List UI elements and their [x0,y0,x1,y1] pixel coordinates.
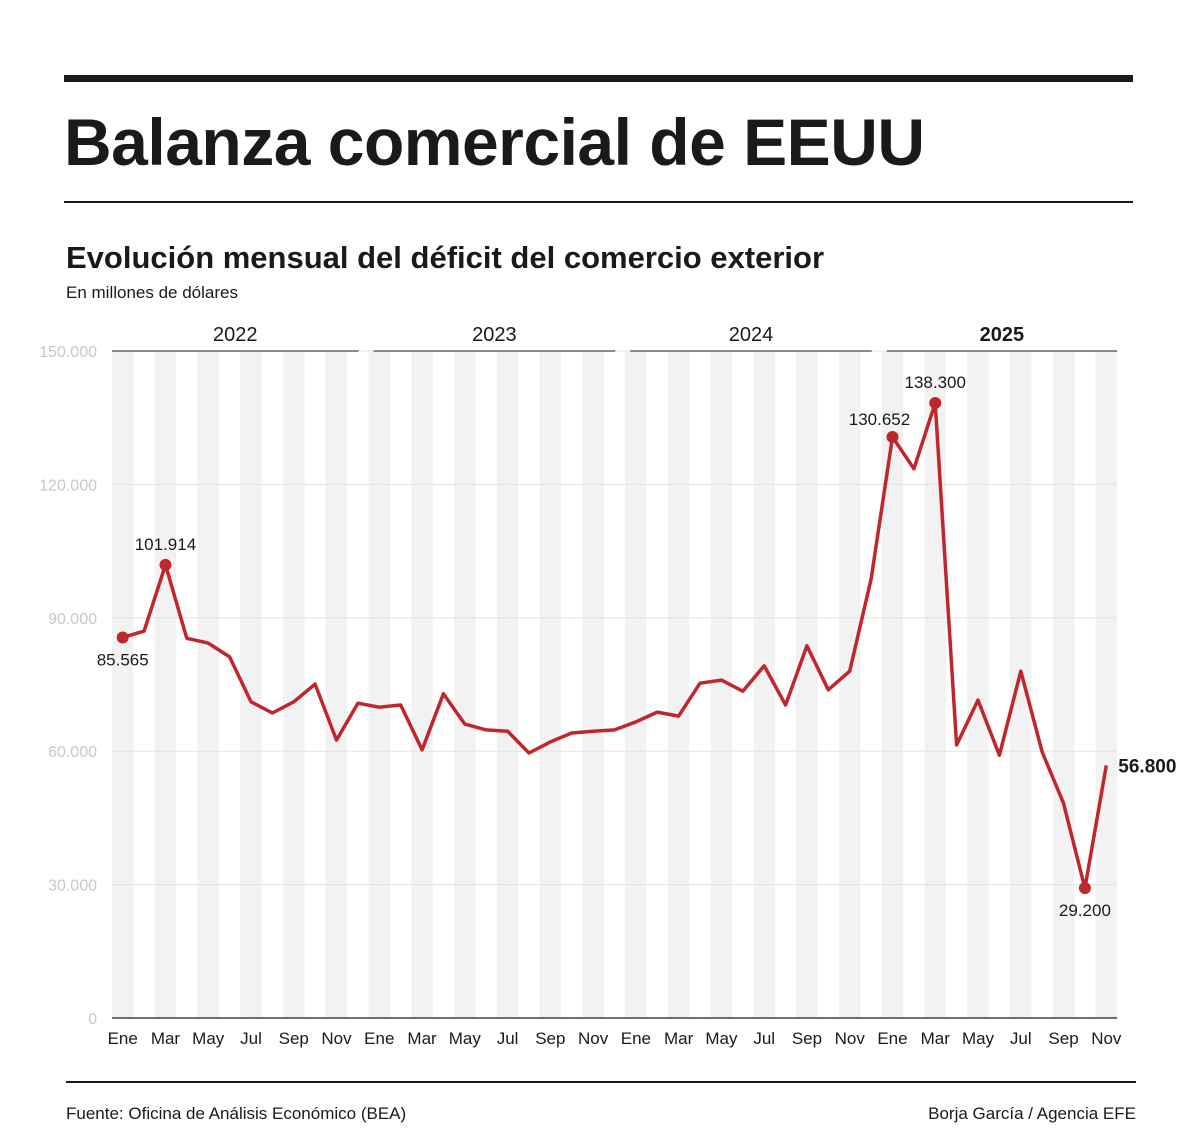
y-tick-label: 120.000 [39,477,97,494]
y-tick-label: 60.000 [48,744,97,761]
x-tick-label: Sep [279,1029,309,1048]
highlight-dot [1078,882,1091,895]
month-stripe [1095,351,1117,1018]
x-tick-label: Ene [877,1029,907,1048]
x-tick-label: Nov [1091,1029,1122,1048]
month-stripe [454,351,476,1018]
year-label: 2024 [729,324,774,346]
x-tick-label: Ene [621,1029,651,1048]
highlight-dot [886,431,899,444]
data-label: 85.565 [97,651,149,670]
chart-subtitle: Evolución mensual del déficit del comerc… [66,240,825,275]
highlight-dot [159,558,172,571]
x-tick-label: Ene [364,1029,394,1048]
x-tick-label: Mar [151,1029,181,1048]
x-tick-label: Nov [835,1029,866,1048]
month-stripe [1052,351,1075,1018]
month-stripe [1010,351,1032,1018]
y-tick-label: 150.000 [39,344,97,361]
x-tick-label: Sep [792,1029,822,1048]
x-tick-label: Jul [497,1029,519,1048]
x-tick-label: Sep [1048,1029,1078,1048]
month-stripe [924,351,946,1018]
x-tick-label: Mar [407,1029,437,1048]
data-label: 56.800 [1118,756,1176,777]
month-stripe [710,351,733,1018]
x-tick-label: Mar [664,1029,694,1048]
month-stripe [539,351,562,1018]
y-tick-label: 0 [88,1011,97,1028]
credit-note: Borja García / Agencia EFE [928,1104,1136,1123]
source-note: Fuente: Oficina de Análisis Económico (B… [66,1104,407,1123]
month-stripe [839,351,861,1018]
x-tick-label: May [962,1029,995,1048]
x-tick-label: Mar [921,1029,951,1048]
x-tick-label: May [192,1029,225,1048]
month-stripe [967,351,989,1018]
x-tick-label: May [705,1029,738,1048]
month-stripe [796,351,818,1018]
unit-label: En millones de dólares [66,283,238,302]
footer-divider [66,1081,1136,1083]
series-line [122,401,1109,890]
month-stripe [411,351,433,1018]
year-label: 2025 [980,324,1025,346]
month-stripe [881,351,904,1018]
data-label: 130.652 [849,410,910,429]
x-tick-label: May [449,1029,482,1048]
data-label: 138.300 [905,373,966,392]
x-tick-label: Jul [1010,1029,1032,1048]
x-tick-label: Jul [240,1029,262,1048]
x-tick-label: Nov [578,1029,609,1048]
divider [64,201,1133,203]
month-stripe [197,351,219,1018]
month-stripe [283,351,305,1018]
month-stripe [240,351,262,1018]
data-label: 101.914 [135,535,196,554]
x-tick-label: Jul [753,1029,775,1048]
highlight-dot [116,631,129,644]
month-stripe [368,351,390,1018]
top-bar [64,75,1133,82]
month-stripe [112,351,134,1018]
month-stripe [625,351,647,1018]
x-tick-label: Nov [321,1029,352,1048]
month-stripe [154,351,177,1018]
month-stripe [753,351,775,1018]
year-label: 2022 [213,324,258,346]
x-tick-label: Ene [108,1029,138,1048]
month-stripe [667,351,690,1018]
month-stripe [582,351,604,1018]
month-stripe [325,351,348,1018]
data-label: 29.200 [1059,901,1111,920]
page-title: Balanza comercial de EEUU [64,105,925,179]
x-tick-label: Sep [535,1029,565,1048]
highlight-dot [929,397,942,410]
y-tick-label: 90.000 [48,611,97,628]
y-tick-label: 30.000 [48,878,97,895]
year-label: 2023 [472,324,517,346]
month-stripe [496,351,519,1018]
